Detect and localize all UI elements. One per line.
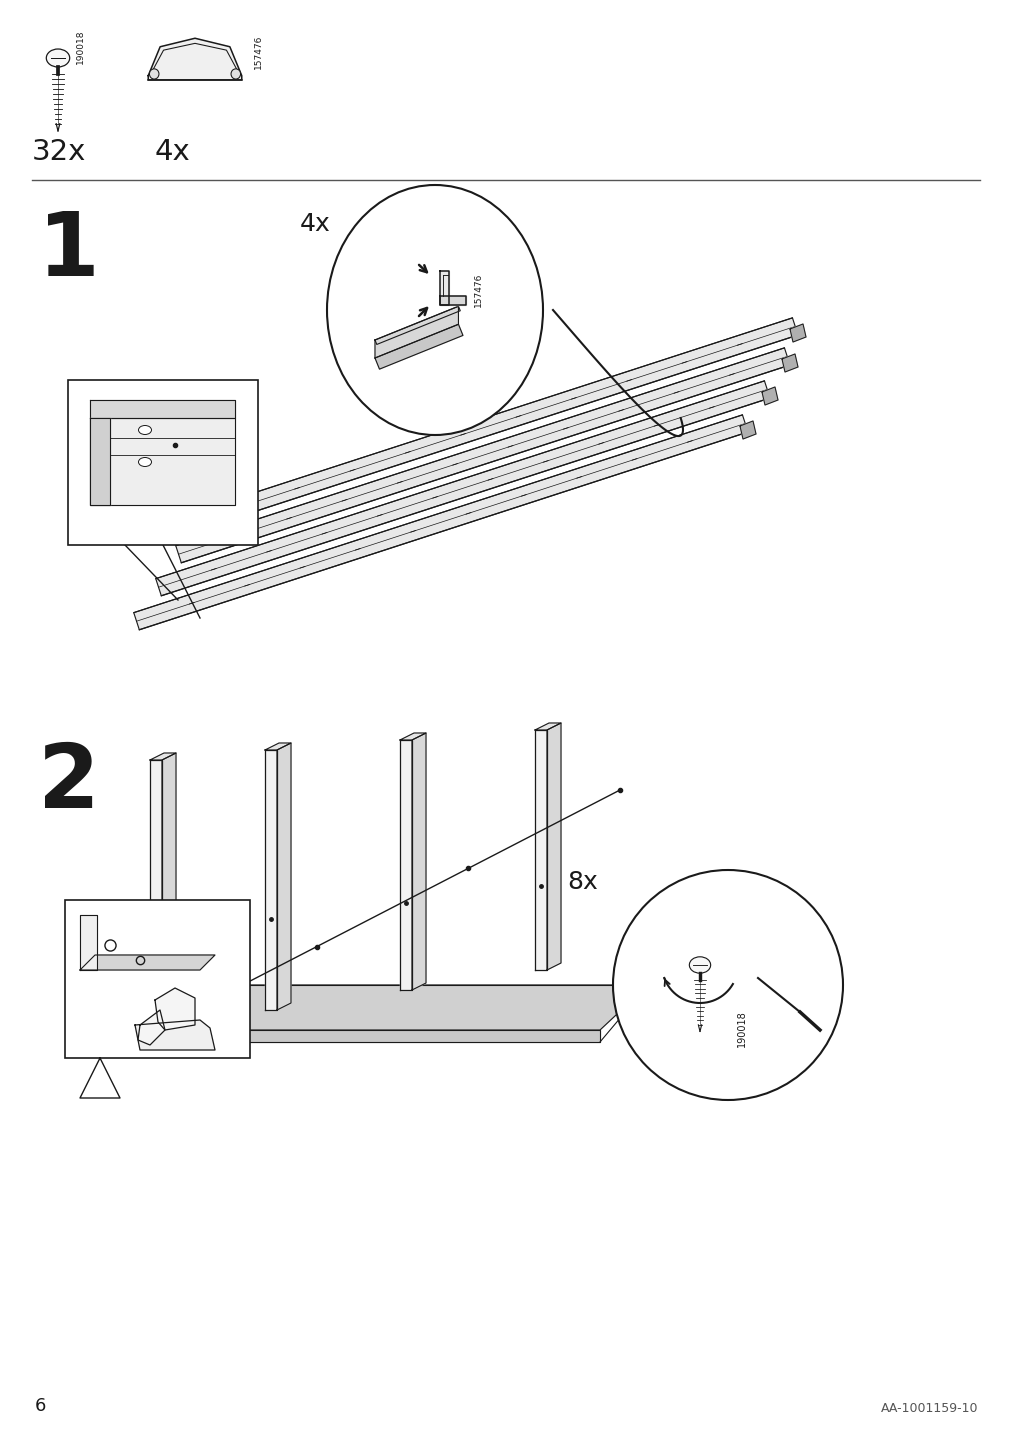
Circle shape — [613, 871, 842, 1100]
Polygon shape — [265, 743, 291, 750]
Ellipse shape — [327, 185, 543, 435]
Polygon shape — [411, 733, 426, 990]
Text: 4x: 4x — [155, 137, 190, 166]
Text: 8x: 8x — [566, 871, 598, 894]
Polygon shape — [375, 324, 462, 369]
Text: 190018: 190018 — [76, 30, 84, 64]
Polygon shape — [80, 1058, 120, 1098]
Text: 157476: 157476 — [473, 274, 482, 308]
Ellipse shape — [139, 425, 152, 434]
Polygon shape — [150, 760, 162, 1030]
Polygon shape — [162, 753, 176, 1030]
Polygon shape — [277, 743, 291, 1010]
Text: 157476: 157476 — [253, 34, 262, 69]
Ellipse shape — [688, 957, 710, 974]
Polygon shape — [375, 306, 458, 358]
Polygon shape — [184, 318, 798, 533]
Bar — [68, 379, 258, 546]
Polygon shape — [80, 955, 214, 969]
Polygon shape — [440, 271, 449, 305]
Polygon shape — [535, 730, 547, 969]
Polygon shape — [150, 753, 176, 760]
Ellipse shape — [150, 69, 159, 79]
Text: 4x: 4x — [299, 212, 331, 236]
Polygon shape — [547, 723, 560, 969]
Polygon shape — [535, 723, 560, 730]
Polygon shape — [265, 750, 277, 1010]
Polygon shape — [440, 296, 465, 305]
Polygon shape — [782, 354, 798, 372]
Text: 190018: 190018 — [736, 1010, 746, 1047]
Polygon shape — [148, 985, 647, 1030]
Polygon shape — [375, 306, 460, 345]
Text: 2: 2 — [38, 740, 100, 828]
Polygon shape — [790, 324, 805, 342]
Text: AA-1001159-10: AA-1001159-10 — [880, 1402, 977, 1415]
Text: 1: 1 — [38, 208, 100, 295]
Text: 32x: 32x — [32, 137, 86, 166]
Polygon shape — [90, 418, 235, 505]
Ellipse shape — [139, 457, 152, 467]
Polygon shape — [80, 915, 97, 969]
Text: 6: 6 — [35, 1398, 47, 1415]
Polygon shape — [761, 387, 777, 405]
Polygon shape — [90, 418, 110, 505]
Polygon shape — [90, 400, 235, 418]
Polygon shape — [133, 415, 747, 630]
Polygon shape — [399, 740, 411, 990]
Polygon shape — [156, 381, 769, 596]
Polygon shape — [148, 39, 242, 80]
Polygon shape — [148, 1030, 600, 1042]
Polygon shape — [176, 348, 790, 563]
Polygon shape — [739, 421, 755, 440]
Polygon shape — [399, 733, 426, 740]
Ellipse shape — [231, 69, 241, 79]
Ellipse shape — [47, 49, 70, 67]
Bar — [65, 899, 250, 1058]
Polygon shape — [137, 1010, 165, 1045]
Polygon shape — [134, 1020, 214, 1050]
Polygon shape — [155, 988, 195, 1030]
